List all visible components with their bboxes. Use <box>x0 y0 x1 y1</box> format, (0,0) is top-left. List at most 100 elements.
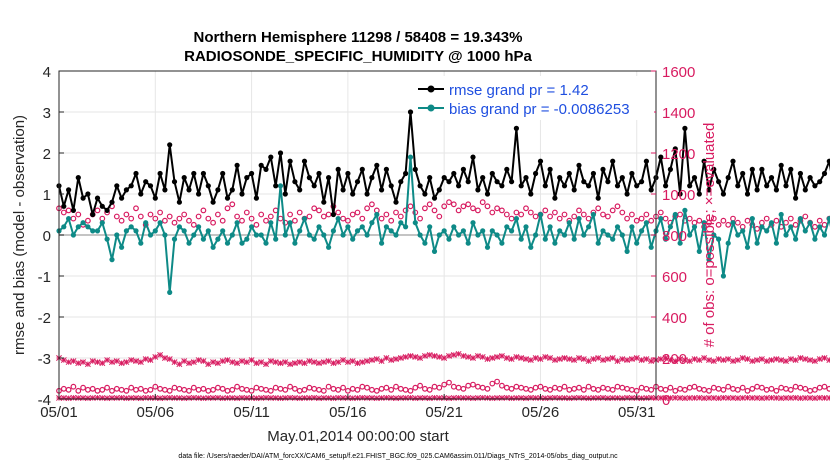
evaluated_low-marker <box>662 395 669 402</box>
possible_low-marker <box>340 384 347 391</box>
possible_low-marker <box>123 387 130 394</box>
evaluated-marker <box>662 355 669 361</box>
left-y-tick-label: 4 <box>43 64 51 81</box>
rmse-point <box>778 162 784 168</box>
evaluated_low-marker <box>667 395 674 401</box>
possible-marker <box>243 209 250 216</box>
bias-point <box>730 220 736 226</box>
possible_low-marker <box>682 386 688 393</box>
possible-marker <box>214 211 221 218</box>
rmse-point <box>277 150 284 156</box>
possible_low-marker <box>80 384 86 391</box>
rmse-point <box>335 166 341 172</box>
evaluated_low-marker <box>229 395 236 401</box>
bias-point <box>114 232 120 238</box>
right-y-tick-label: 1600 <box>662 64 695 81</box>
bias-point <box>297 228 303 234</box>
rmse-point <box>566 170 572 177</box>
evaluated-marker <box>417 355 424 361</box>
bias-point <box>277 183 284 189</box>
evaluated-marker <box>118 360 125 367</box>
evaluated-marker <box>282 359 289 366</box>
bias-point <box>783 232 789 238</box>
evaluated-marker <box>311 359 318 366</box>
rmse-point <box>547 166 553 172</box>
possible-marker <box>484 203 491 210</box>
possible_low-marker <box>234 383 241 390</box>
possible_low-marker <box>691 383 698 390</box>
rmse-point <box>364 191 370 197</box>
evaluated_low-marker <box>137 395 144 402</box>
evaluated_low-marker <box>446 395 452 402</box>
evaluated-marker <box>537 356 544 362</box>
rmse-point <box>330 211 336 218</box>
evaluated_low-marker <box>508 395 515 402</box>
possible-marker <box>489 209 496 216</box>
possible_low-marker <box>354 386 361 393</box>
possible-marker <box>725 221 732 228</box>
rmse-point <box>821 170 828 177</box>
evaluated_low-marker <box>807 395 814 401</box>
bias-point <box>465 240 471 246</box>
rmse-point <box>306 175 312 181</box>
evaluated-marker <box>340 357 347 364</box>
evaluated_low-marker <box>744 394 751 401</box>
possible_low-marker <box>523 385 529 392</box>
evaluated-marker <box>783 358 789 365</box>
evaluated-marker <box>508 356 515 362</box>
evaluated-marker <box>436 354 443 360</box>
possible-marker <box>316 207 322 214</box>
bias-point <box>119 244 125 250</box>
x-tick-label: 05/21 <box>425 404 463 421</box>
bias-point <box>687 232 693 238</box>
rmse-point <box>619 175 625 181</box>
bias-point <box>571 236 577 242</box>
bias-point <box>509 228 515 234</box>
bias-point <box>648 244 654 250</box>
evaluated-marker <box>373 356 380 362</box>
evaluated_low-marker <box>263 394 269 401</box>
rmse-point <box>499 183 505 189</box>
evaluated_low-marker <box>340 395 347 401</box>
evaluated-marker <box>421 352 428 359</box>
evaluated_low-marker <box>503 394 510 401</box>
legend-rmse-label: rmse grand pr = 1.42 <box>449 82 589 99</box>
evaluated-marker <box>787 356 794 362</box>
evaluated-marker <box>147 357 154 364</box>
rmse-point <box>200 170 206 177</box>
bias-point <box>667 224 674 230</box>
bias-point <box>605 232 611 238</box>
evaluated-marker <box>479 354 486 360</box>
evaluated-marker <box>186 360 192 367</box>
possible_low-marker <box>248 387 255 394</box>
x-tick-label: 05/11 <box>233 404 269 421</box>
possible_low-marker <box>296 387 303 394</box>
possible_low-marker <box>532 384 539 391</box>
left-y-axis-label: rmse and bias (model - observation) <box>11 115 28 355</box>
evaluated-marker <box>638 357 645 364</box>
evaluated_low-marker <box>84 395 91 402</box>
evaluated-marker <box>561 355 568 361</box>
possible_low-marker <box>397 385 404 392</box>
possible-marker <box>393 209 399 216</box>
evaluated_low-marker <box>325 395 332 401</box>
possible_low-marker <box>335 386 342 393</box>
evaluated-marker <box>826 357 830 364</box>
bias-point <box>287 220 293 226</box>
possible_low-marker <box>503 384 510 391</box>
bias-point <box>220 228 226 234</box>
possible_low-marker <box>624 385 630 392</box>
possible_low-marker <box>89 385 96 392</box>
evaluated-marker <box>142 356 149 362</box>
right-y-tick-label: 0 <box>662 392 670 409</box>
possible_low-marker <box>147 386 154 393</box>
evaluated-marker <box>109 359 115 366</box>
evaluated_low-marker <box>436 395 443 401</box>
possible-marker <box>787 215 794 222</box>
evaluated-marker <box>681 357 688 364</box>
evaluated-marker <box>547 355 554 361</box>
rmse-point <box>735 183 741 189</box>
possible-marker <box>157 209 164 216</box>
possible-marker <box>234 213 241 220</box>
possible_low-marker <box>243 386 250 393</box>
